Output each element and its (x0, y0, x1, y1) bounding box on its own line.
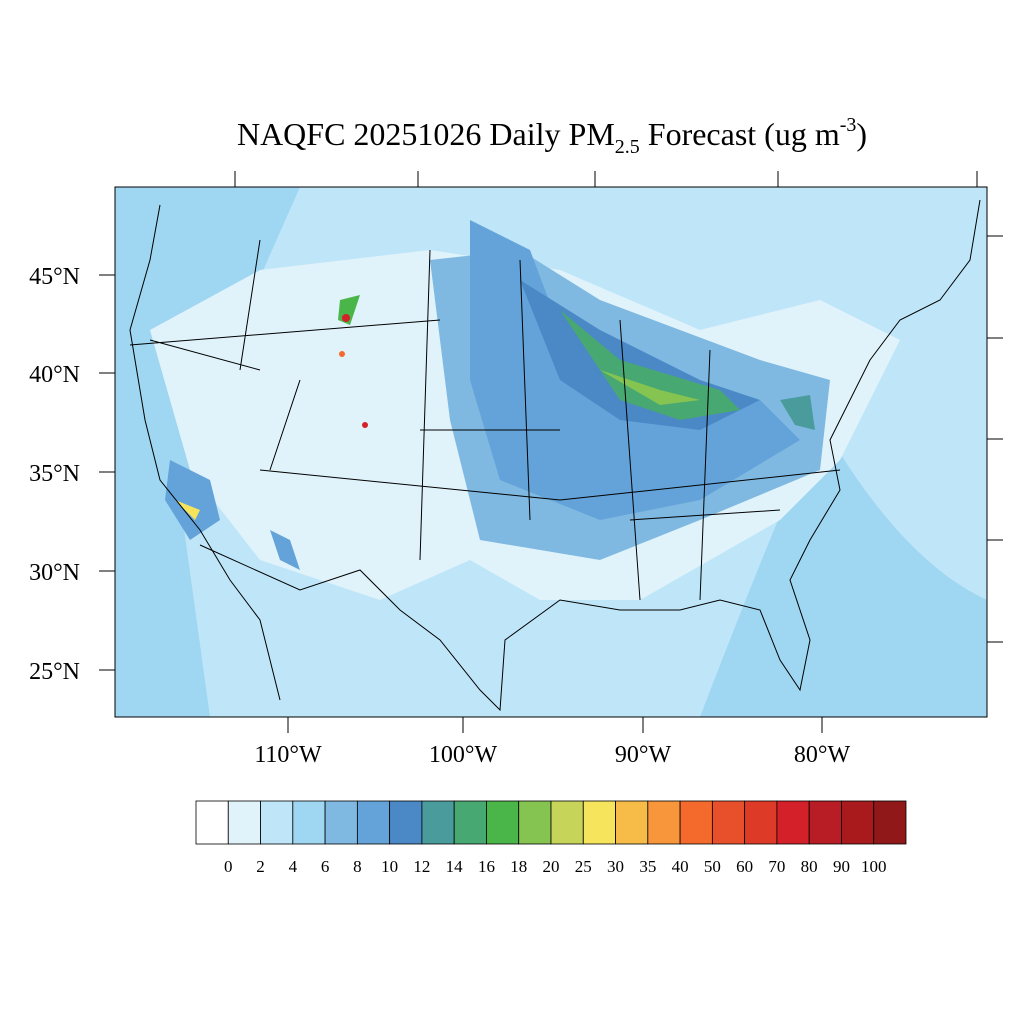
color-box (389, 800, 423, 845)
colorbar-label: 60 (736, 857, 753, 876)
title-superscript: -3 (840, 114, 857, 136)
lat-label: 30°N (29, 560, 80, 586)
lat-label: 45°N (29, 264, 80, 290)
colorbar-label: 70 (768, 857, 785, 876)
colorbar-label: 14 (446, 857, 464, 876)
colorbar-label: 18 (510, 857, 527, 876)
colorbar-label: 90 (833, 857, 850, 876)
title-subscript: 2.5 (615, 136, 640, 158)
color-box (195, 800, 229, 845)
colorbar-label: 30 (607, 857, 624, 876)
color-box (615, 800, 649, 845)
title-middle: Forecast (ug m (640, 116, 840, 152)
lon-label: 100°W (429, 742, 498, 768)
colorbar-label: 6 (321, 857, 330, 876)
colorbar-label: 4 (289, 857, 298, 876)
map-field (115, 187, 987, 717)
map-ticks (99, 171, 1003, 733)
color-box (453, 800, 487, 845)
lon-label: 110°W (254, 742, 322, 768)
color-box (841, 800, 875, 845)
color-box (711, 800, 746, 845)
color-box (356, 800, 391, 845)
color-box (679, 800, 713, 845)
lat-label: 25°N (29, 659, 80, 685)
color-box (486, 800, 520, 845)
colorbar-label: 50 (704, 857, 721, 876)
lon-label: 80°W (794, 742, 851, 768)
color-box (227, 800, 261, 845)
colorbar-label: 20 (543, 857, 560, 876)
lon-label: 90°W (615, 742, 672, 768)
colorbar-label: 10 (381, 857, 398, 876)
color-box (744, 800, 778, 845)
color-box (292, 800, 326, 845)
color-box (550, 800, 584, 845)
colorbar-label: 16 (478, 857, 495, 876)
title: NAQFC 20251026 Daily PM2.5 Forecast (ug … (237, 114, 867, 158)
title-end: ) (856, 116, 867, 152)
colorbar-label: 2 (256, 857, 265, 876)
color-box (873, 800, 907, 845)
map-frame (114, 186, 988, 718)
coastline (129, 199, 981, 712)
color-box (518, 800, 552, 845)
axis-labels: 45°N 40°N 35°N 30°N 25°N 110°W 100°W 90°W 80°W (29, 264, 850, 768)
colorbar-label: 8 (353, 857, 362, 876)
colorbar-label: 0 (224, 857, 233, 876)
title-main: NAQFC 20251026 Daily PM (237, 116, 615, 152)
color-box (647, 800, 681, 845)
colorbar-label: 100 (861, 857, 887, 876)
colorbar: 0 2 4 6 8 10 12 14 16 18 20 25 30 35 40 50 60 70 80 90 100 (195, 800, 907, 876)
color-box (421, 800, 455, 845)
colorbar-label: 40 (672, 857, 689, 876)
color-box (776, 800, 810, 845)
colorbar-label: 80 (801, 857, 818, 876)
colorbar-label: 35 (639, 857, 656, 876)
color-box (582, 800, 616, 845)
colorbar-label: 25 (575, 857, 592, 876)
color-box (324, 800, 358, 845)
lat-label: 40°N (29, 362, 80, 388)
color-box (808, 800, 842, 845)
color-box (260, 800, 294, 845)
lat-label: 35°N (29, 461, 80, 487)
colorbar-label: 12 (413, 857, 430, 876)
